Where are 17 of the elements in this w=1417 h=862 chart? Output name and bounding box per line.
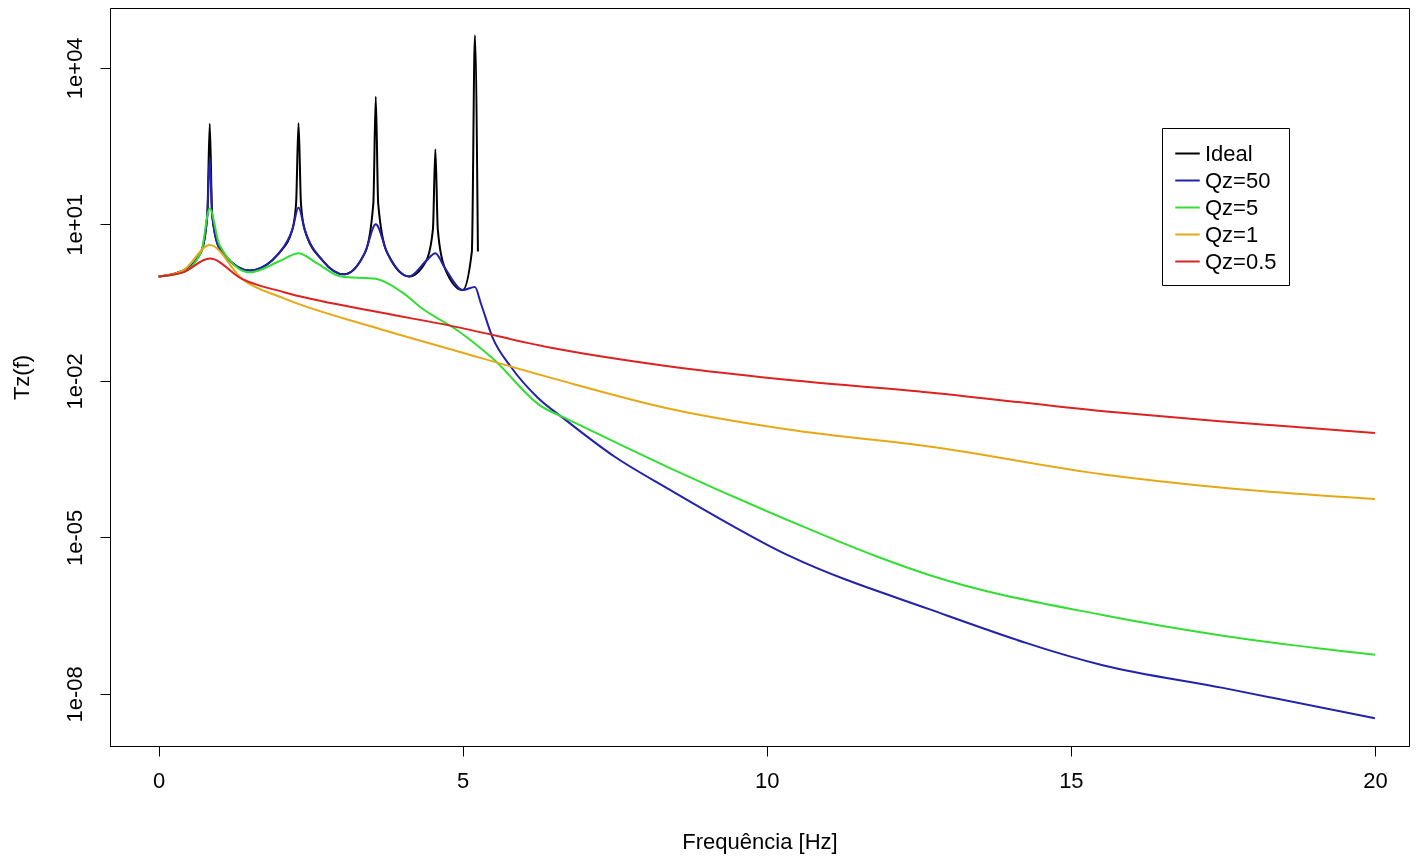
x-tick-label: 20 [1363, 767, 1388, 793]
legend-label: Qz=50 [1205, 167, 1271, 193]
x-tick-label: 15 [1059, 767, 1084, 793]
y-tick-label: 1e-02 [61, 353, 87, 410]
legend-label: Qz=5 [1205, 194, 1259, 220]
y-tick-label: 1e+01 [61, 193, 87, 256]
y-axis-title: Tz(f) [8, 354, 34, 401]
y-tick-label: 1e-05 [61, 509, 87, 566]
y-tick-label: 1e+04 [61, 37, 87, 100]
x-tick-label: 0 [153, 767, 166, 793]
legend-label: Ideal [1205, 140, 1253, 166]
legend-label: Qz=0.5 [1205, 248, 1277, 274]
x-tick-label: 10 [755, 767, 780, 793]
legend-label: Qz=1 [1205, 221, 1259, 247]
y-tick-label: 1e-08 [61, 666, 87, 723]
x-tick-label: 5 [457, 767, 470, 793]
x-axis-title: Frequência [Hz] [682, 828, 838, 854]
